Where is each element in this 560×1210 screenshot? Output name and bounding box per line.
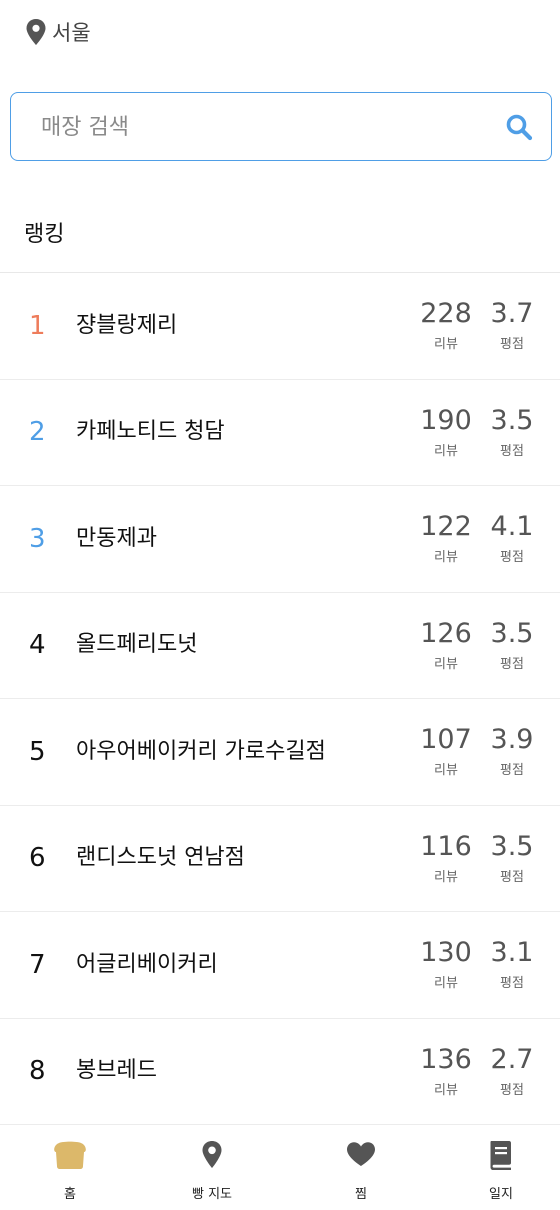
rating-label: 평점	[500, 976, 524, 991]
tab-label: 일지	[489, 1187, 513, 1202]
rating: 3.9 평점	[477, 723, 547, 781]
ranking-item[interactable]: 7 어글리베이커리 130 리뷰 3.1 평점	[0, 912, 560, 1019]
divider	[0, 272, 560, 273]
bottom-tab-bar: 홈 빵 지도 찜 일지	[0, 1124, 560, 1210]
rank-number: 7	[29, 949, 46, 980]
rating-value: 2.7	[490, 1043, 534, 1075]
ranking-title: 랭킹	[24, 222, 65, 247]
review-count: 190 리뷰	[411, 404, 481, 462]
tab-journal[interactable]: 일지	[431, 1125, 560, 1210]
tab-label: 찜	[355, 1187, 367, 1202]
review-count-value: 122	[420, 511, 472, 542]
rating-value: 3.5	[490, 404, 534, 436]
rating-label: 평점	[500, 656, 524, 672]
tab-label: 빵 지도	[191, 1187, 232, 1202]
rating-label: 평점	[500, 443, 524, 459]
rating: 4.1 평점	[477, 510, 547, 568]
store-name: 아우어베이커리 가로수길점	[76, 738, 326, 764]
rating: 3.7 평점	[477, 297, 547, 355]
tab-home[interactable]: 홈	[0, 1125, 140, 1210]
search-bar	[10, 92, 552, 161]
ranking-item[interactable]: 2 카페노티드 청담 190 리뷰 3.5 평점	[0, 380, 560, 486]
review-count: 107 리뷰	[411, 723, 481, 781]
store-name: 카페노티드 청담	[76, 419, 225, 445]
review-label: 리뷰	[434, 443, 458, 459]
rating-value: 3.5	[490, 830, 534, 862]
store-name: 올드페리도넛	[76, 632, 198, 658]
rank-number: 5	[29, 736, 46, 767]
review-label: 리뷰	[434, 869, 458, 885]
store-name: 랜디스도넛 연남점	[76, 845, 245, 871]
rating-label: 평점	[500, 869, 524, 885]
rank-number: 1	[29, 310, 46, 341]
review-count-value: 107	[420, 724, 472, 755]
book-icon	[490, 1141, 511, 1170]
review-count-value: 136	[420, 1043, 472, 1075]
review-count: 228 리뷰	[411, 297, 481, 355]
review-count: 136 리뷰	[411, 1043, 481, 1101]
store-name: 어글리베이커리	[76, 951, 218, 977]
review-count-value: 126	[420, 617, 472, 649]
store-name: 봉브레드	[76, 1058, 157, 1084]
store-name: 쟝블랑제리	[76, 312, 178, 338]
rating: 2.7 평점	[477, 1043, 547, 1101]
review-count: 122 리뷰	[411, 510, 481, 568]
tab-bread-map[interactable]: 빵 지도	[142, 1125, 282, 1210]
rating: 3.5 평점	[477, 617, 547, 675]
location-selector[interactable]: 서울	[26, 16, 91, 48]
heart-icon	[347, 1142, 375, 1166]
rank-number: 6	[29, 843, 46, 874]
review-label: 리뷰	[434, 550, 458, 565]
review-label: 리뷰	[434, 763, 458, 778]
review-count: 126 리뷰	[411, 617, 481, 675]
review-count-value: 130	[420, 937, 472, 968]
ranking-item[interactable]: 5 아우어베이커리 가로수길점 107 리뷰 3.9 평점	[0, 699, 560, 806]
rank-number: 3	[29, 523, 46, 554]
rating: 3.5 평점	[477, 404, 547, 462]
rating-value: 3.5	[490, 617, 534, 649]
review-count-value: 190	[420, 404, 472, 436]
bread-icon	[54, 1141, 86, 1169]
tab-favorites[interactable]: 찜	[291, 1125, 431, 1210]
rating-value: 3.9	[490, 724, 534, 755]
rating: 3.5 평점	[477, 830, 547, 888]
review-label: 리뷰	[434, 1082, 458, 1098]
rating-value: 3.7	[490, 298, 534, 329]
rating-value: 4.1	[490, 511, 534, 542]
tab-label: 홈	[64, 1187, 76, 1202]
map-pin-icon	[26, 19, 46, 45]
search-input[interactable]	[41, 107, 481, 147]
review-count: 130 리뷰	[411, 936, 481, 994]
rating-label: 평점	[500, 337, 524, 352]
ranking-item[interactable]: 4 올드페리도넛 126 리뷰 3.5 평점	[0, 593, 560, 699]
search-icon[interactable]	[505, 113, 533, 141]
review-count-value: 228	[420, 298, 472, 329]
rating-value: 3.1	[490, 937, 534, 968]
ranking-list: 1 쟝블랑제리 228 리뷰 3.7 평점 2 카페노티드 청담 190 리뷰 3.5…	[0, 273, 560, 1125]
rating: 3.1 평점	[477, 936, 547, 994]
rank-number: 4	[29, 630, 46, 661]
review-label: 리뷰	[434, 656, 458, 672]
review-label: 리뷰	[434, 976, 458, 991]
ranking-item[interactable]: 3 만동제과 122 리뷰 4.1 평점	[0, 486, 560, 593]
rank-number: 2	[29, 417, 46, 448]
location-label: 서울	[52, 21, 91, 45]
review-count: 116 리뷰	[411, 830, 481, 888]
rating-label: 평점	[500, 550, 524, 565]
ranking-item[interactable]: 1 쟝블랑제리 228 리뷰 3.7 평점	[0, 273, 560, 380]
ranking-item[interactable]: 6 랜디스도넛 연남점 116 리뷰 3.5 평점	[0, 806, 560, 912]
rating-label: 평점	[500, 1082, 524, 1098]
review-label: 리뷰	[434, 337, 458, 352]
ranking-item[interactable]: 8 봉브레드 136 리뷰 2.7 평점	[0, 1019, 560, 1125]
rank-number: 8	[29, 1056, 46, 1087]
map-pin-icon	[202, 1141, 222, 1168]
rating-label: 평점	[500, 763, 524, 778]
review-count-value: 116	[420, 830, 472, 862]
store-name: 만동제과	[76, 525, 157, 551]
